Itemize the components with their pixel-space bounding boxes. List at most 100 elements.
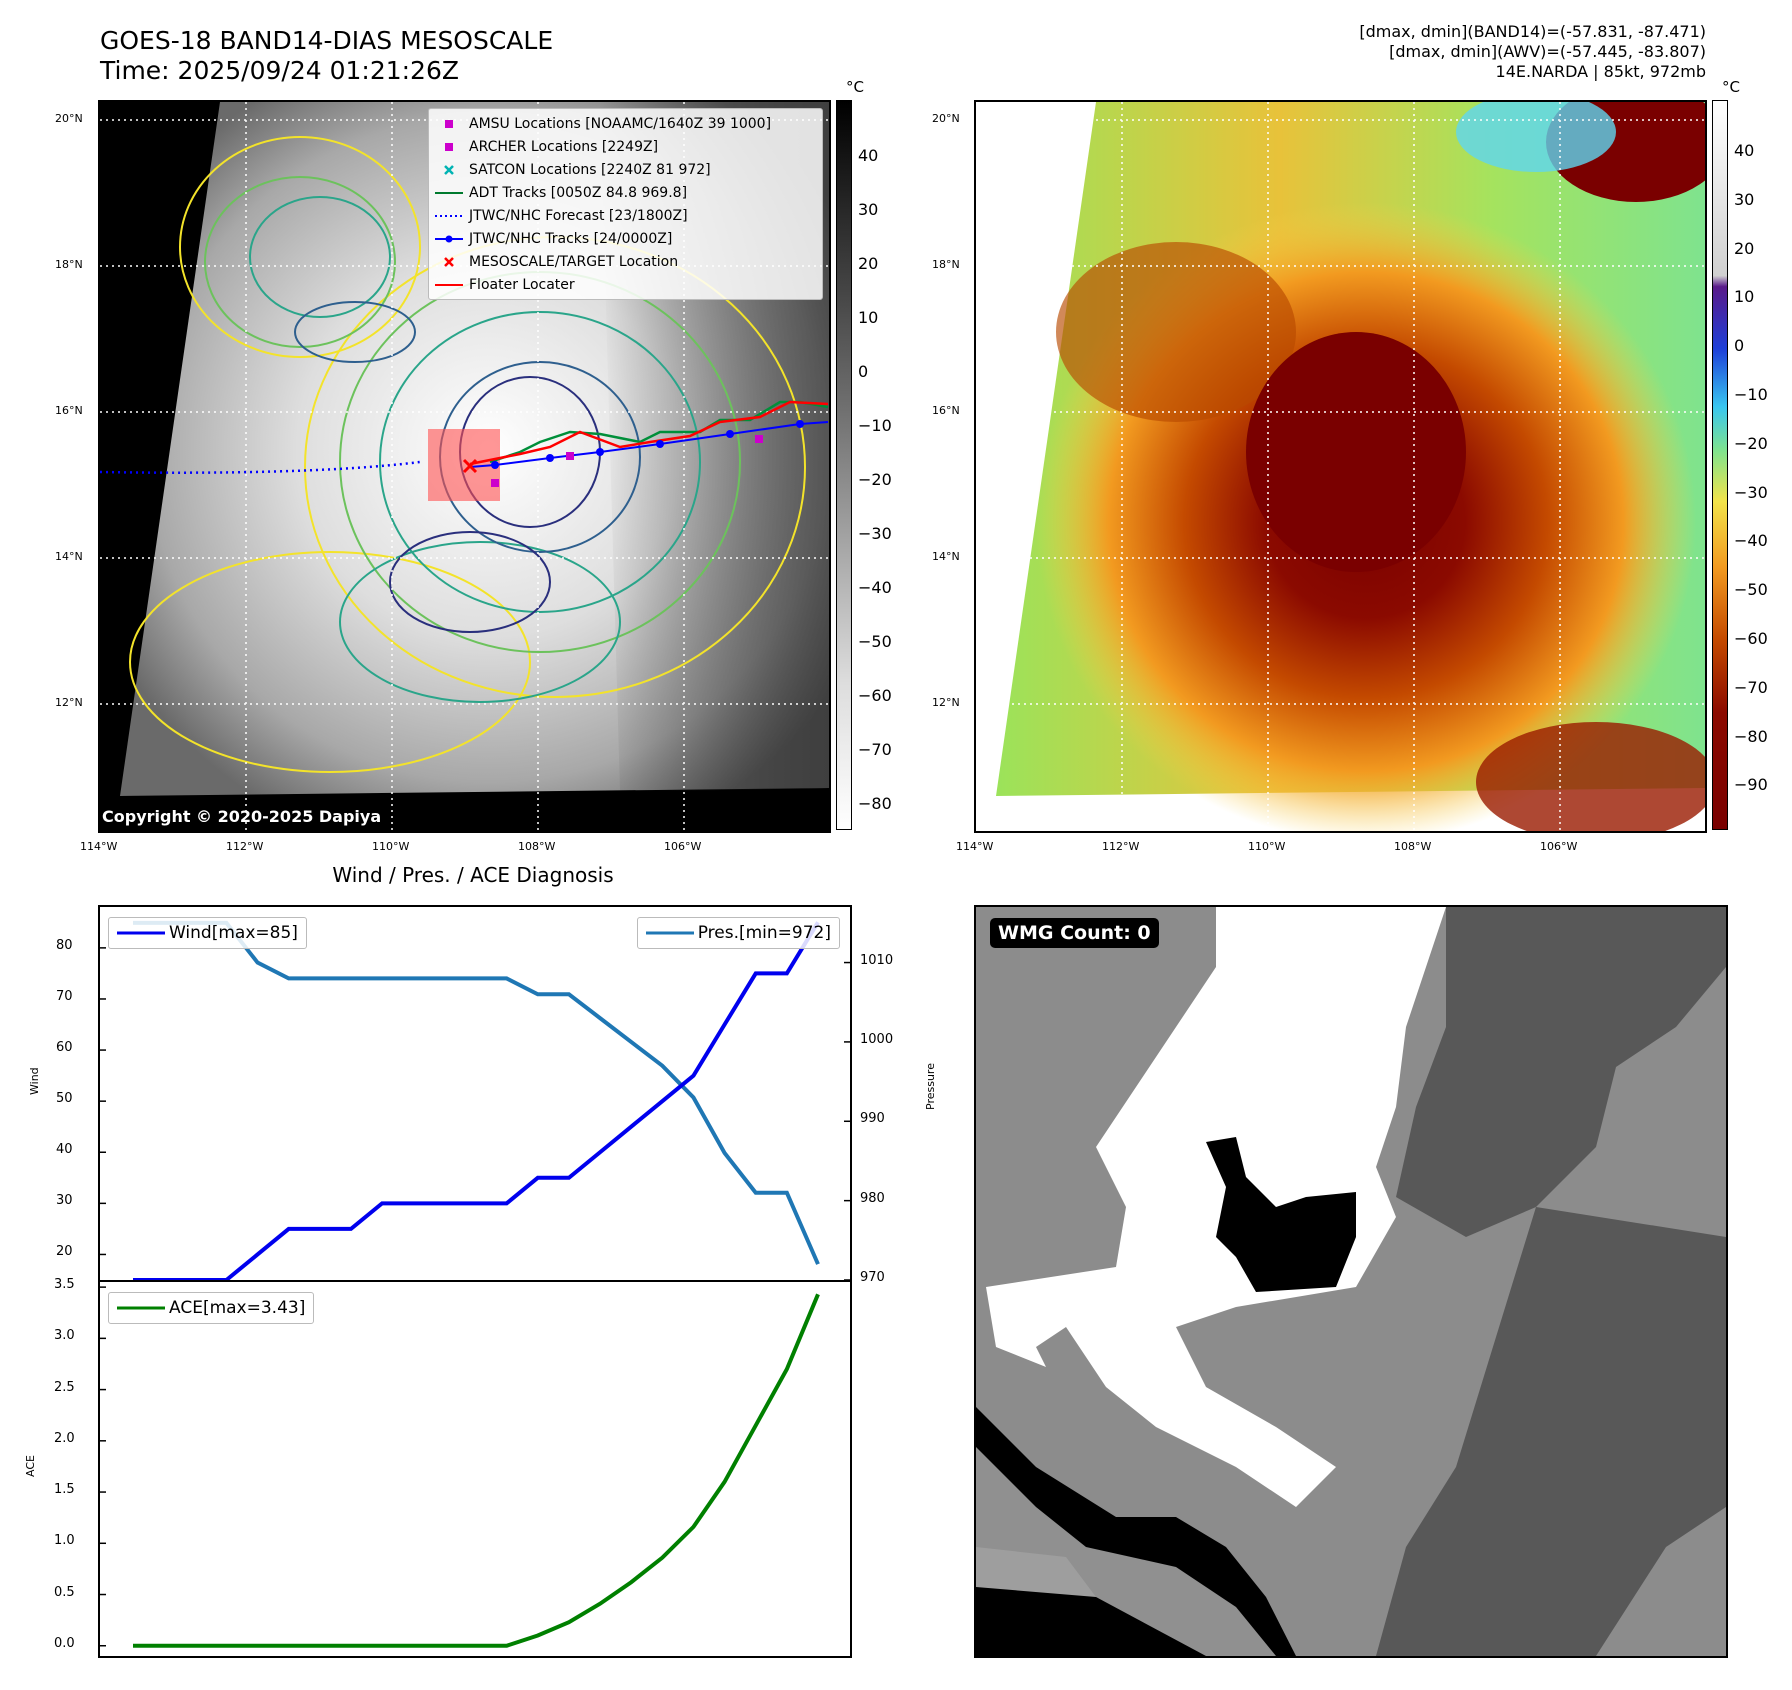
lat-label: 18°N (932, 258, 960, 271)
blue-line-icon (117, 931, 165, 935)
color-colorbar (1712, 100, 1728, 830)
wmg-image (976, 907, 1726, 1656)
wmg-count-badge: WMG Count: 0 (990, 918, 1159, 948)
colorbar-tick-label: −80 (858, 794, 892, 813)
legend-item-amsu: AMSU Locations [NOAAMC/1640Z 39 1000] (429, 112, 822, 135)
colorbar-tick-label: −40 (1734, 531, 1768, 551)
lon-label: 108°W (1394, 840, 1432, 853)
pressure-series-line (133, 920, 820, 1265)
band14-stats: [dmax, dmin](BAND14)=(-57.831, -87.471) (1359, 22, 1706, 41)
wind-tick-label: 50 (56, 1091, 73, 1107)
pressure-legend-label: Pres.[min=972] (697, 923, 831, 943)
colorbar-tick-label: 40 (858, 146, 879, 165)
storm-info: 14E.NARDA | 85kt, 972mb (1495, 62, 1706, 81)
lon-label: 110°W (1248, 840, 1286, 853)
ace-tick-label: 1.0 (54, 1533, 75, 1549)
legend-item-archer: ARCHER Locations [2249Z] (429, 135, 822, 158)
ace-tick-label: 0.0 (54, 1635, 75, 1651)
legend-label: SATCON Locations [2240Z 81 972] (469, 161, 711, 178)
x-marker-icon (444, 256, 454, 267)
lon-label: 114°W (80, 840, 118, 853)
colorbar-tick-label: −40 (858, 578, 892, 597)
ace-tick-label: 3.0 (54, 1328, 75, 1344)
legend-label: MESOSCALE/TARGET Location (469, 253, 679, 270)
map-legend: AMSU Locations [NOAAMC/1640Z 39 1000] AR… (428, 108, 823, 300)
legend-label: ARCHER Locations [2249Z] (469, 138, 659, 155)
lon-label: 106°W (1540, 840, 1578, 853)
lat-label: 14°N (932, 550, 960, 563)
green-line-icon (117, 1306, 165, 1310)
colorbar-tick-label: −90 (1734, 775, 1768, 795)
legend-label: AMSU Locations [NOAAMC/1640Z 39 1000] (469, 115, 772, 132)
ace-series-line (133, 1293, 820, 1648)
colorbar-tick-label: −10 (858, 416, 892, 435)
lon-label: 112°W (1102, 840, 1140, 853)
legend-item-target: MESOSCALE/TARGET Location (429, 250, 822, 273)
ace-tick-label: 3.5 (54, 1277, 75, 1293)
colorbar-unit: °C (1722, 78, 1740, 96)
colorbar-tick-label: 0 (1734, 336, 1745, 356)
pressure-tick-label: 980 (860, 1190, 885, 1206)
time-text: Time: 2025/09/24 01:21:26Z (100, 56, 459, 85)
wind-legend: Wind[max=85] (108, 917, 307, 949)
line-marker-icon (435, 191, 463, 194)
colorbar-tick-label: −30 (1734, 482, 1768, 502)
square-marker-icon (445, 142, 453, 151)
legend-item-forecast: JTWC/NHC Forecast [23/1800Z] (429, 204, 822, 227)
colorbar-tick-label: 20 (1734, 238, 1755, 258)
lat-label: 20°N (932, 112, 960, 125)
awv-stats: [dmax, dmin](AWV)=(-57.445, -83.807) (1389, 42, 1706, 61)
pressure-tick-label: 1000 (860, 1031, 894, 1047)
colorbar-tick-label: −10 (1734, 385, 1768, 404)
ace-chart: ACE[max=3.43] (98, 1280, 852, 1658)
ace-legend: ACE[max=3.43] (108, 1292, 315, 1324)
colorbar-tick-label: −60 (858, 686, 892, 705)
lon-label: 106°W (664, 840, 702, 853)
ace-plot (100, 1286, 820, 1648)
legend-item-floater: Floater Locater (429, 273, 822, 296)
color-ir-map-image (976, 102, 1705, 831)
colorbar-tick-label: 30 (1734, 189, 1755, 209)
legend-label: Floater Locater (469, 276, 575, 293)
legend-label: ADT Tracks [0050Z 84.8 969.8] (469, 184, 688, 201)
ace-axis-label: ACE (24, 1455, 37, 1477)
copyright-text: Copyright © 2020-2025 Dapiya (102, 807, 382, 826)
grayscale-colorbar (836, 100, 852, 830)
colorbar-tick-label: 10 (1734, 287, 1755, 307)
dotted-line-icon (435, 214, 463, 217)
legend-item-satcon: SATCON Locations [2240Z 81 972] (429, 158, 822, 181)
wind-tick-label: 80 (56, 937, 73, 953)
legend-label: JTWC/NHC Forecast [23/1800Z] (469, 207, 688, 224)
title-text: GOES-18 BAND14-DIAS MESOSCALE (100, 26, 554, 55)
legend-item-tracks: JTWC/NHC Tracks [24/0000Z] (429, 227, 822, 250)
diagnosis-title: Wind / Pres. / ACE Diagnosis (332, 863, 614, 887)
colorbar-tick-label: −30 (858, 524, 892, 543)
lon-label: 112°W (226, 840, 264, 853)
pressure-tick-label: 990 (860, 1111, 885, 1127)
lat-label: 18°N (55, 258, 83, 271)
wmg-panel (974, 905, 1728, 1658)
legend-label: JTWC/NHC Tracks [24/0000Z] (469, 230, 673, 247)
wind-tick-label: 40 (56, 1142, 73, 1158)
wind-tick-label: 60 (56, 1040, 73, 1056)
lat-label: 12°N (932, 696, 960, 709)
wind-series-line (133, 921, 820, 1280)
lon-label: 114°W (956, 840, 994, 853)
colorbar-tick-label: 0 (858, 362, 869, 381)
lat-label: 12°N (55, 696, 83, 709)
lat-label: 16°N (55, 404, 83, 417)
stats-block: [dmax, dmin](BAND14)=(-57.831, -87.471) … (1359, 22, 1706, 82)
ace-tick-label: 1.5 (54, 1482, 75, 1498)
colorbar-unit: °C (846, 78, 864, 96)
ace-tick-label: 0.5 (54, 1584, 75, 1600)
colorbar-tick-label: −70 (1734, 677, 1768, 697)
lat-label: 14°N (55, 550, 83, 563)
wind-tick-label: 70 (56, 988, 73, 1004)
lat-label: 20°N (55, 112, 83, 125)
colorbar-tick-label: −20 (858, 470, 892, 489)
colorbar-tick-label: 20 (858, 254, 879, 273)
pressure-axis-label: Pressure (924, 1063, 937, 1110)
colorbar-tick-label: 10 (858, 308, 879, 327)
figure-title: GOES-18 BAND14-DIAS MESOSCALE Time: 2025… (100, 26, 553, 86)
colorbar-tick-label: −50 (1734, 580, 1768, 600)
